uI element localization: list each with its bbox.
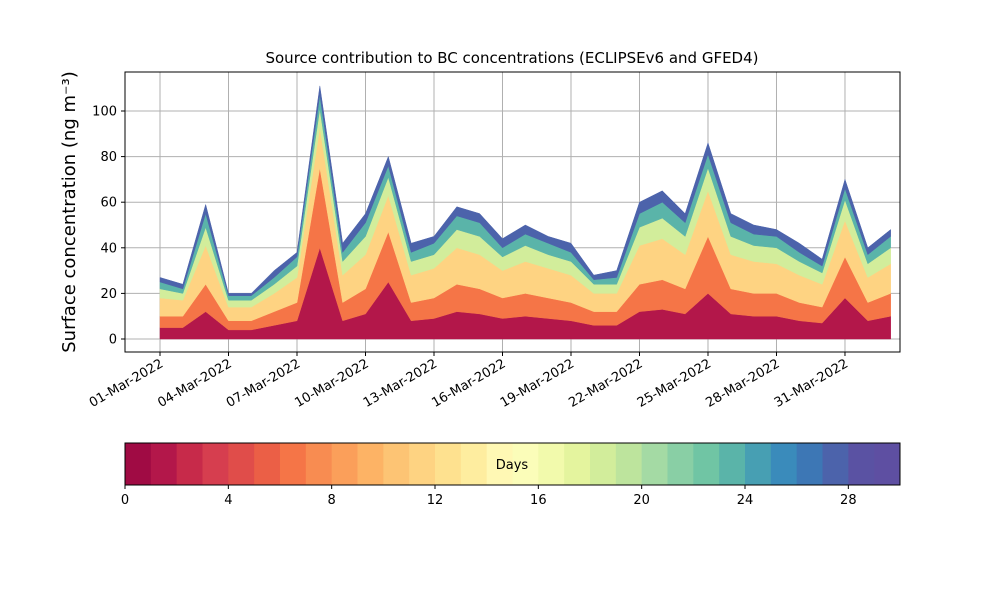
chart-title: Source contribution to BC concentrations… [265, 49, 758, 67]
colorbar-swatch [564, 443, 591, 485]
colorbar-tick-label: 24 [737, 493, 754, 508]
colorbar-swatch [280, 443, 307, 485]
x-tick-label: 04-Mar-2022 [155, 356, 234, 410]
colorbar-swatch [822, 443, 849, 485]
colorbar-tick-label: 4 [224, 493, 232, 508]
x-tick-label: 19-Mar-2022 [498, 356, 577, 410]
x-tick-label: 10-Mar-2022 [292, 356, 371, 410]
colorbar-tick-label: 0 [121, 493, 129, 508]
colorbar-swatch [435, 443, 462, 485]
colorbar-swatch [331, 443, 358, 485]
colorbar-frame [124, 442, 901, 486]
colorbar-swatch [512, 443, 539, 485]
colorbar-swatch [409, 443, 436, 485]
x-tick-label: 22-Mar-2022 [566, 356, 645, 410]
colorbar-tick-label: 28 [840, 493, 857, 508]
colorbar-swatch [486, 443, 513, 485]
y-tick-label: 60 [100, 196, 117, 211]
colorbar-swatch [745, 443, 772, 485]
colorbar-swatch [590, 443, 617, 485]
y-tick-label: 0 [109, 333, 117, 348]
colorbar-swatch [460, 443, 488, 485]
colorbar-swatch [641, 443, 668, 485]
x-tick-label: 07-Mar-2022 [224, 356, 303, 410]
colorbar-swatch [667, 443, 694, 485]
colorbar-swatch [357, 443, 384, 485]
colorbar-swatch [874, 443, 901, 485]
y-tick-label: 80 [100, 150, 117, 165]
colorbar-swatch [202, 443, 229, 485]
colorbar-swatch [796, 443, 823, 485]
y-tick-label: 40 [100, 241, 117, 256]
colorbar-swatch [719, 443, 746, 485]
plot-frame [124, 71, 901, 353]
y-tick-label: 100 [92, 104, 117, 119]
y-axis-label: Surface concentration (ng m⁻³) [59, 71, 80, 353]
colorbar-swatch [538, 443, 565, 485]
colorbar-tick-label: 12 [427, 493, 444, 508]
colorbar-swatch [848, 443, 875, 485]
colorbar-swatch [228, 443, 255, 485]
x-tick-label: 28-Mar-2022 [703, 356, 782, 410]
colorbar-label: Days [496, 458, 529, 473]
x-tick-label: 01-Mar-2022 [87, 356, 166, 410]
colorbar-swatch [615, 443, 643, 485]
colorbar-tick-label: 20 [633, 493, 650, 508]
x-tick-label: 25-Mar-2022 [635, 356, 714, 410]
colorbar-tick-label: 8 [328, 493, 336, 508]
colorbar-swatch [176, 443, 203, 485]
colorbar-swatch [254, 443, 281, 485]
colorbar-tick-label: 16 [530, 493, 547, 508]
colorbar-swatch [150, 443, 178, 485]
colorbar-swatch [383, 443, 410, 485]
colorbar-swatch [770, 443, 798, 485]
x-tick-label: 13-Mar-2022 [361, 356, 440, 410]
colorbar-swatch [693, 443, 720, 485]
x-tick-label: 31-Mar-2022 [772, 356, 851, 410]
y-tick-label: 20 [100, 287, 117, 302]
colorbar-swatch [125, 443, 152, 485]
area-layer [159, 85, 891, 296]
colorbar-swatch [305, 443, 333, 485]
x-tick-label: 16-Mar-2022 [429, 356, 508, 410]
